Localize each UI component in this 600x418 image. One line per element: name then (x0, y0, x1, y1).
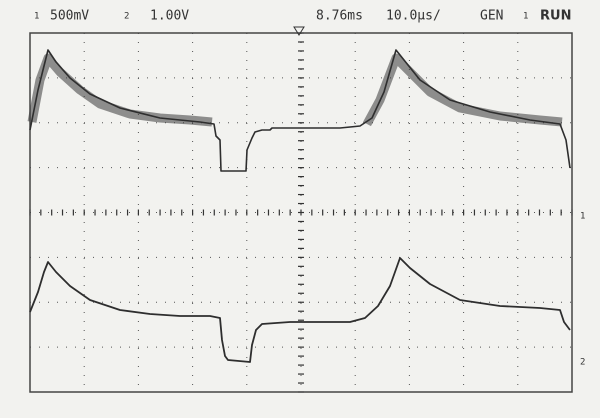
mode: GEN (480, 9, 503, 24)
ch1-level-marker: 1 (580, 212, 585, 222)
ch1-marker: 1 (34, 12, 39, 22)
frame (29, 32, 573, 393)
ch2-marker: 2 (124, 12, 129, 22)
ch2-level-marker: 2 (580, 358, 585, 368)
ch1-scale: 500mV (50, 9, 89, 24)
timebase: 10.0µs/ (386, 9, 441, 24)
graticule (29, 32, 573, 393)
trigger-arrow (293, 26, 305, 36)
trigger-source: 1 (523, 12, 528, 22)
status: RUN (540, 9, 571, 24)
ch2-scale: 1.00V (150, 9, 189, 24)
trace-1 (29, 49, 571, 172)
trace-2 (29, 257, 571, 363)
trigger-delay: 8.76ms (316, 9, 363, 24)
